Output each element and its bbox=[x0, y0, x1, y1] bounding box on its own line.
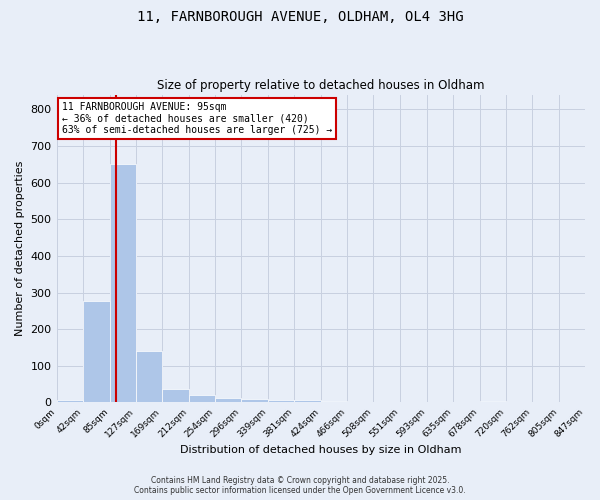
Bar bbox=[83, 300, 110, 402]
Y-axis label: Number of detached properties: Number of detached properties bbox=[15, 161, 25, 336]
Bar bbox=[162, 388, 189, 402]
Bar bbox=[321, 400, 347, 402]
Title: Size of property relative to detached houses in Oldham: Size of property relative to detached ho… bbox=[157, 79, 485, 92]
Bar bbox=[241, 399, 268, 402]
Bar bbox=[189, 395, 215, 402]
X-axis label: Distribution of detached houses by size in Oldham: Distribution of detached houses by size … bbox=[180, 445, 461, 455]
Text: 11 FARNBOROUGH AVENUE: 95sqm
← 36% of detached houses are smaller (420)
63% of s: 11 FARNBOROUGH AVENUE: 95sqm ← 36% of de… bbox=[62, 102, 332, 136]
Text: 11, FARNBOROUGH AVENUE, OLDHAM, OL4 3HG: 11, FARNBOROUGH AVENUE, OLDHAM, OL4 3HG bbox=[137, 10, 463, 24]
Bar bbox=[215, 398, 241, 402]
Text: Contains HM Land Registry data © Crown copyright and database right 2025.
Contai: Contains HM Land Registry data © Crown c… bbox=[134, 476, 466, 495]
Bar bbox=[136, 351, 162, 403]
Bar bbox=[268, 400, 294, 402]
Bar bbox=[56, 400, 83, 402]
Bar bbox=[110, 164, 136, 402]
Bar bbox=[294, 400, 321, 402]
